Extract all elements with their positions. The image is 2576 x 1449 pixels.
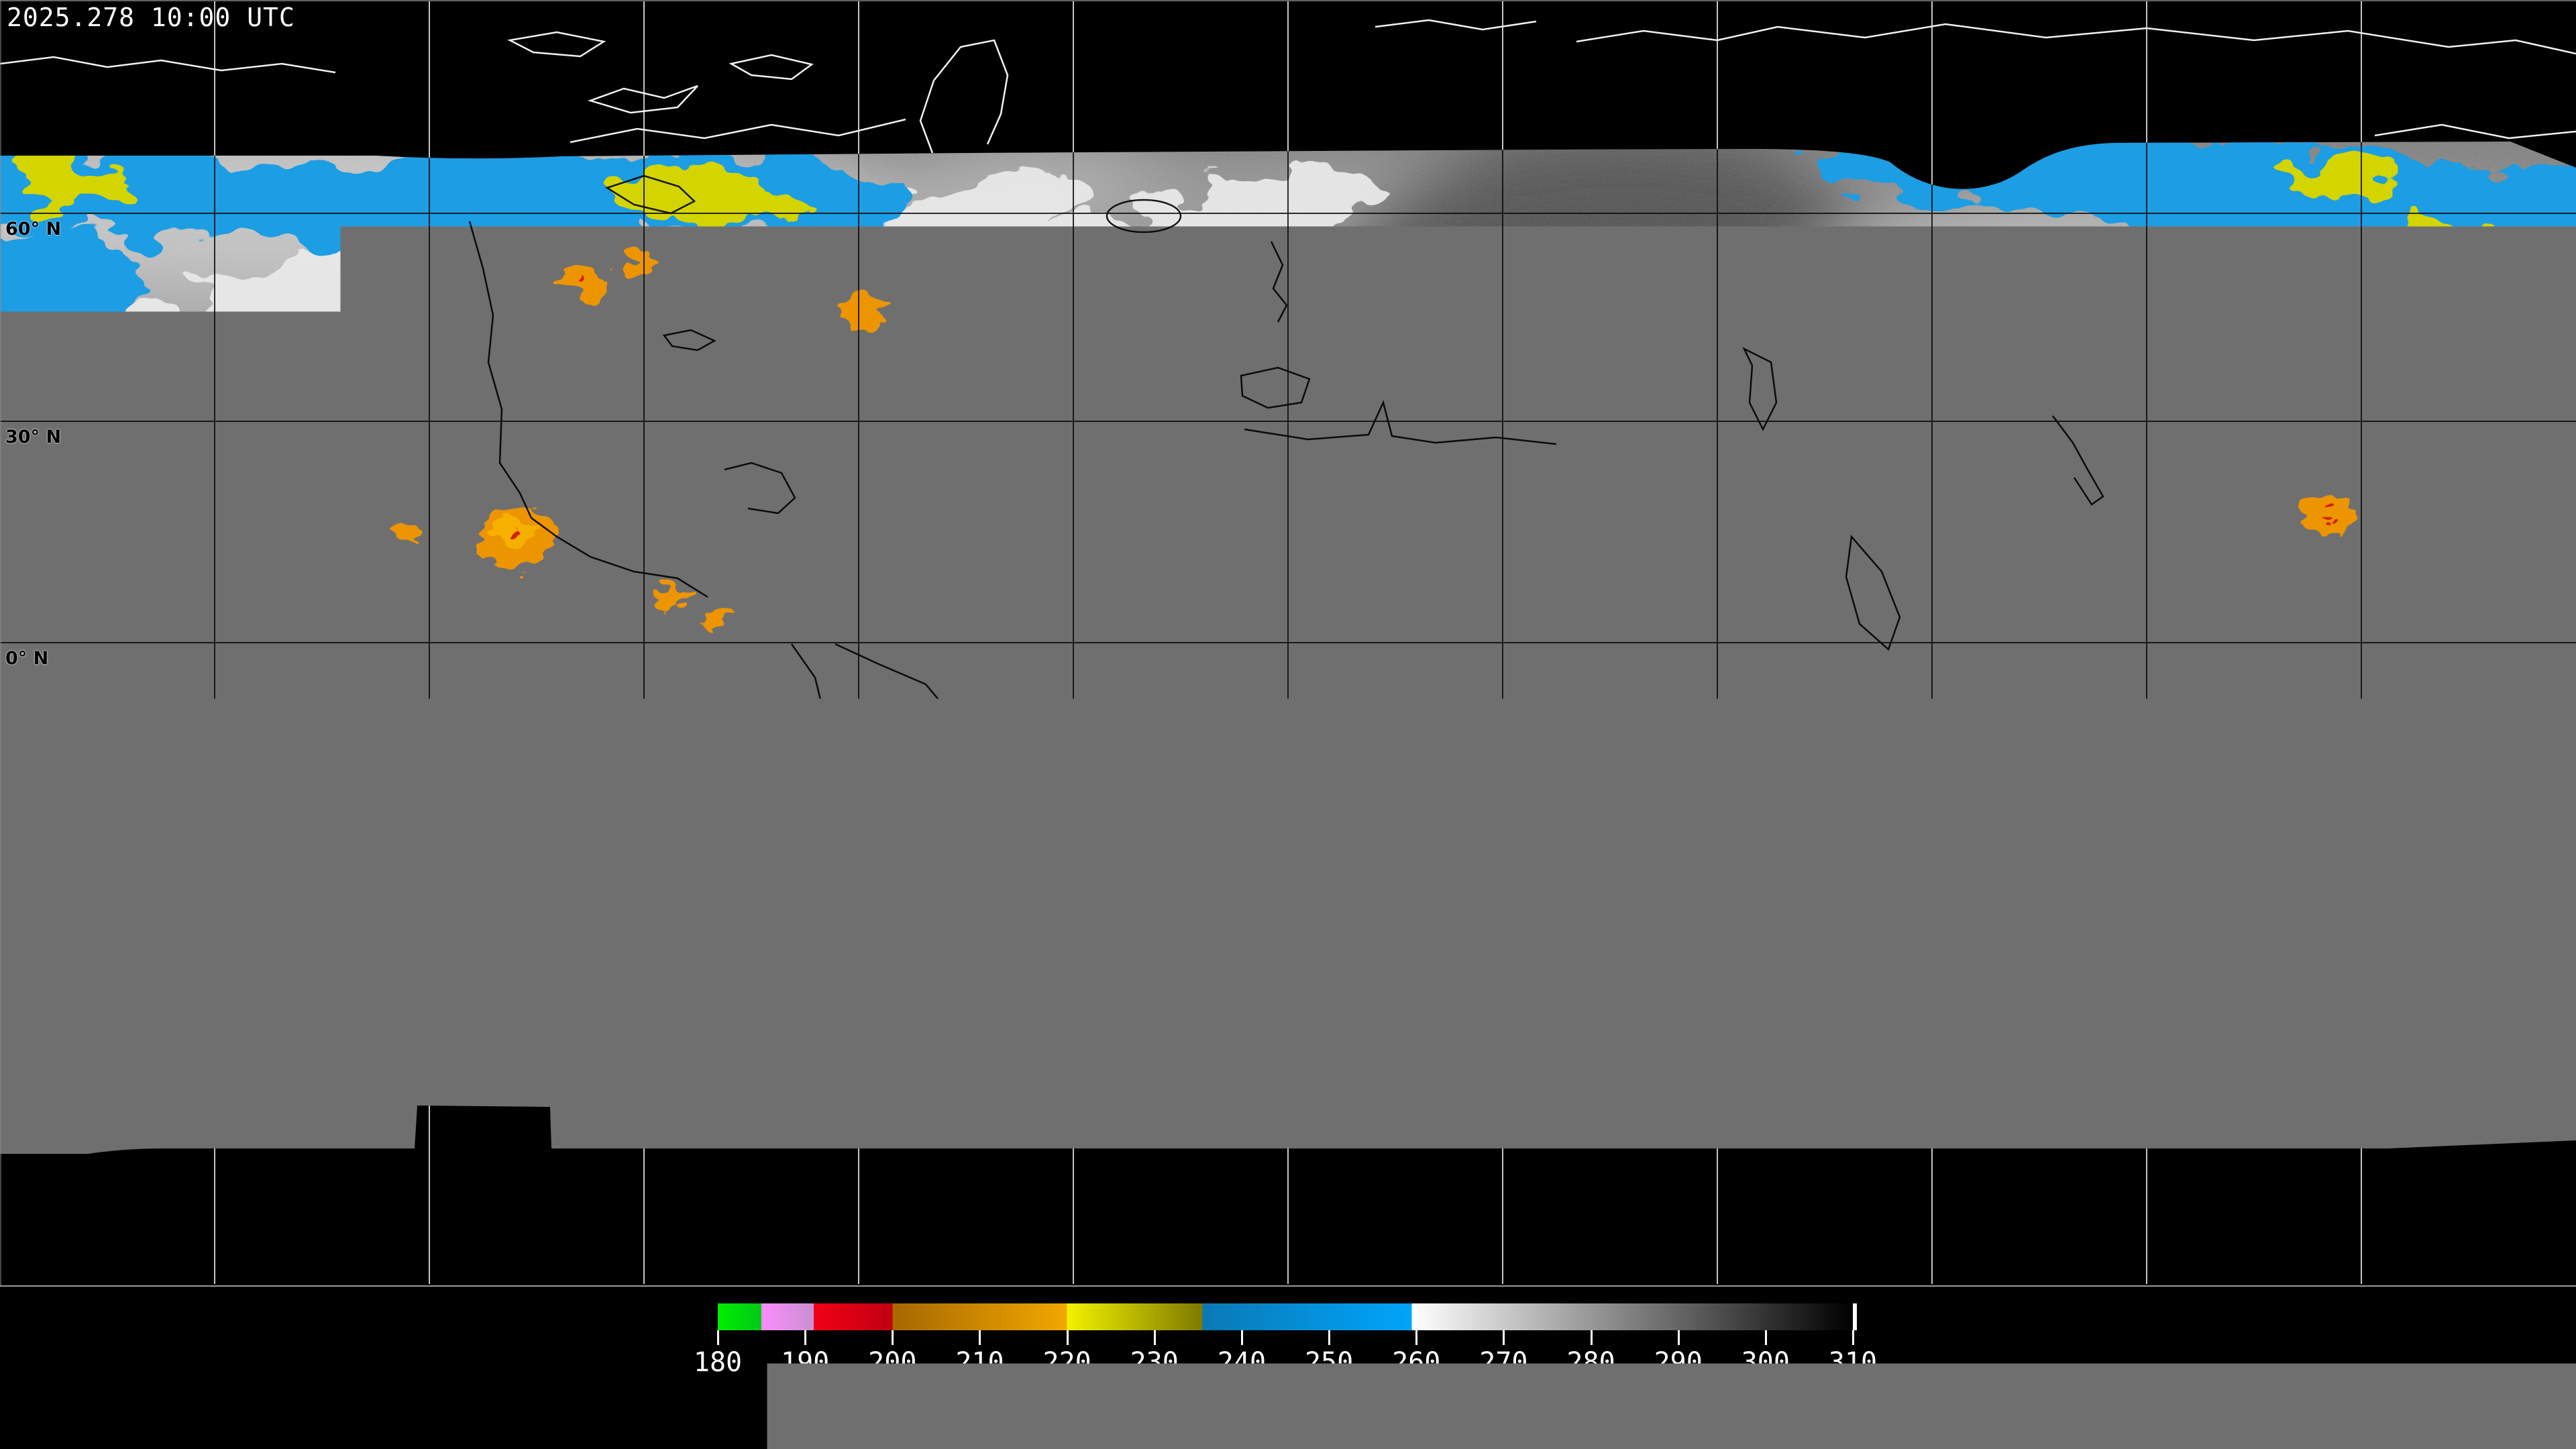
- colorbar-tick: [1503, 1330, 1505, 1345]
- latitude-label: 0° N: [5, 648, 48, 669]
- colorbar-gradient: [718, 1303, 1853, 1330]
- colorbar-tick: [979, 1330, 981, 1345]
- colorbar-tick: [1852, 1330, 1854, 1345]
- colorbar-tick: [892, 1330, 894, 1345]
- world-satellite-map: [0, 0, 2576, 1449]
- colorbar-caption: Brightness Temperature in 3.75um, Kelvin: [962, 1381, 1608, 1411]
- colorbar-tick: [1328, 1330, 1330, 1345]
- satellite-imagery-layer: [0, 107, 2576, 1181]
- colorbar-tick: [1678, 1330, 1680, 1345]
- colorbar-tick: [1154, 1330, 1156, 1345]
- map-footer-separator: [0, 1285, 2576, 1287]
- latitude-label: 60° S: [5, 1077, 59, 1098]
- colorbar-tick: [1241, 1330, 1243, 1345]
- satellite-brightness-temperature-viewer: 2025.278 10:00 UTC 60° N 30° N 0° N 30° S 60…: [0, 0, 2576, 1449]
- colorbar-tick-label: 310: [1799, 1347, 1907, 1378]
- colorbar-tick: [717, 1330, 719, 1345]
- timestamp-label: 2025.278 10:00 UTC: [7, 3, 295, 32]
- colorbar-tick: [1067, 1330, 1069, 1345]
- map-left-border: [0, 0, 1, 1285]
- colorbar-tick: [1765, 1330, 1767, 1345]
- map-top-border: [0, 0, 2576, 1]
- colorbar-endcap: [1853, 1303, 1857, 1330]
- colorbar-tick: [1591, 1330, 1593, 1345]
- colorbar-tick: [804, 1330, 806, 1345]
- latitude-label: 60° N: [5, 219, 61, 239]
- colorbar-tick: [1415, 1330, 1417, 1345]
- latitude-label: 30° S: [5, 863, 59, 884]
- latitude-label: 30° N: [5, 427, 61, 447]
